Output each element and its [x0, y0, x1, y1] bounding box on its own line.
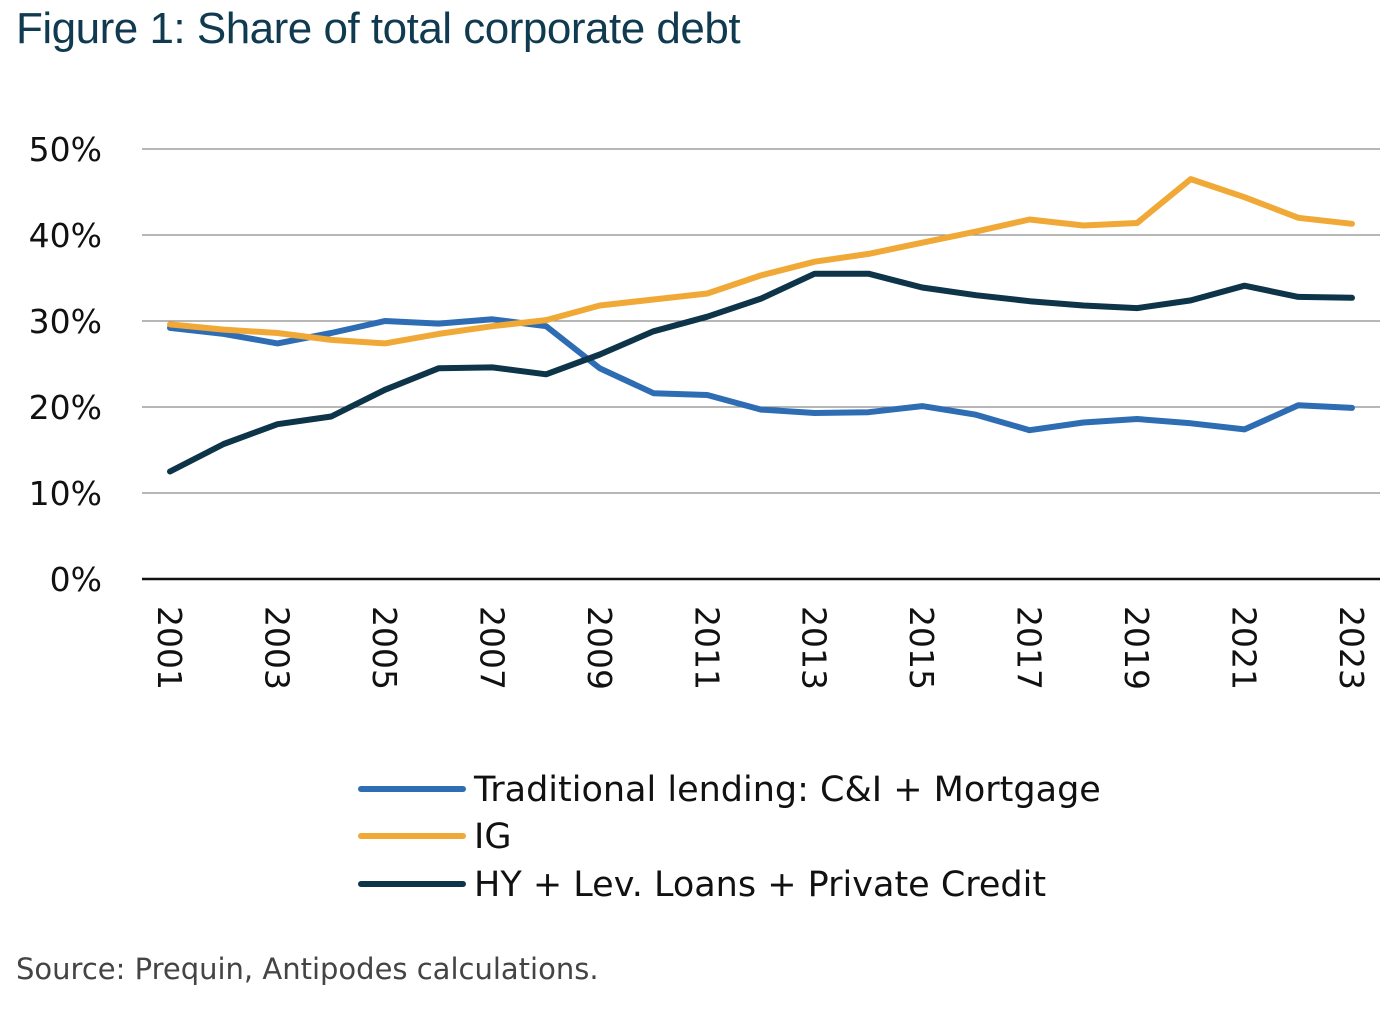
series-line: [167, 176, 1355, 347]
x-tick-label: 2011: [687, 606, 726, 690]
x-tick-label: 2019: [1117, 606, 1156, 690]
y-tick-label: 50%: [29, 130, 102, 169]
x-tick-label: 2013: [795, 606, 834, 690]
legend-label: HY + Lev. Loans + Private Credit: [474, 865, 1046, 905]
y-tick-label: 30%: [29, 302, 102, 341]
legend: Traditional lending: C&I + Mortgage IG HY …: [358, 770, 1101, 905]
source-note: Source: Prequin, Antipodes calculations.: [16, 952, 599, 986]
gridlines: [142, 148, 1380, 581]
x-tick-label: 2003: [257, 606, 296, 690]
y-axis-tick-labels: 0% 10% 20% 30% 40% 50%: [29, 130, 102, 599]
y-tick-label: 40%: [29, 216, 102, 255]
series-line: [167, 270, 1355, 475]
x-tick-label: 2017: [1010, 606, 1049, 690]
x-tick-label: 2007: [472, 606, 511, 690]
x-tick-label: 2005: [365, 606, 404, 690]
x-tick-label: 2015: [902, 606, 941, 690]
legend-label: IG: [474, 817, 511, 857]
x-tick-label: 2001: [150, 606, 189, 690]
x-tick-label: 2023: [1332, 606, 1371, 690]
x-tick-label: 2021: [1225, 606, 1264, 690]
series-lines: [167, 176, 1355, 475]
y-tick-label: 20%: [29, 388, 102, 427]
legend-label: Traditional lending: C&I + Mortgage: [473, 770, 1101, 810]
x-axis-tick-labels: 2001 2003 2005 2007 2009 2011 2013 2015 2017 2019…: [150, 606, 1371, 690]
series-line: [167, 316, 1355, 434]
y-tick-label: 0%: [50, 560, 102, 599]
y-tick-label: 10%: [29, 474, 102, 513]
chart-title: Figure 1: Share of total corporate debt: [16, 4, 741, 53]
x-tick-label: 2009: [580, 606, 619, 690]
